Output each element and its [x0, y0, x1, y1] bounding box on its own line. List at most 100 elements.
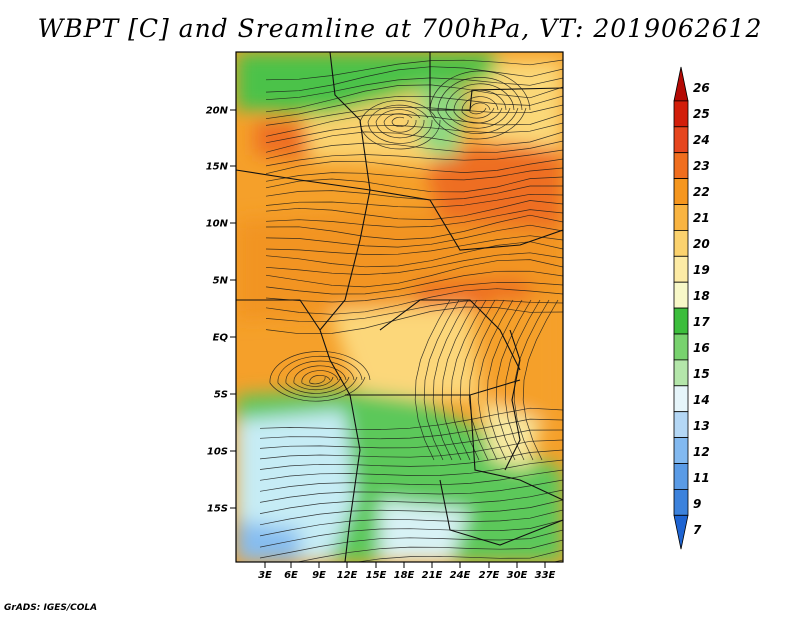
lon-label: 30E — [507, 570, 528, 581]
wbpt-shaded-field — [236, 52, 563, 562]
lon-label: 18E — [394, 570, 415, 581]
streamline — [259, 519, 563, 548]
streamline — [265, 306, 563, 335]
streamline — [269, 351, 371, 402]
lat-label: 10S — [207, 447, 228, 458]
colorbar-swatch — [673, 152, 689, 179]
streamlines-layer — [259, 59, 563, 562]
colorbar-label: 19 — [693, 263, 710, 277]
streamline — [265, 224, 563, 248]
colorbar-swatch — [673, 488, 689, 516]
streamline — [477, 299, 514, 461]
streamline — [441, 299, 478, 461]
streamline — [391, 116, 409, 128]
streamline — [285, 360, 355, 394]
colorbar: 26 25 24 23 22 21 20 19 18 17 16 15 14 13 12 11 9 7 — [673, 66, 710, 550]
colorbar-swatch — [673, 463, 689, 490]
streamline — [259, 509, 563, 537]
streamline — [265, 59, 563, 81]
colorbar-swatch — [673, 333, 689, 361]
streamline — [450, 299, 487, 461]
lat-label: 5N — [213, 276, 229, 287]
streamline — [355, 549, 563, 562]
streamline — [453, 89, 507, 124]
lat-label: EQ — [213, 333, 229, 344]
colorbar-swatch — [673, 281, 689, 309]
lat-label: 5S — [214, 390, 228, 401]
streamline — [437, 77, 523, 134]
streamline — [265, 209, 563, 228]
streamline — [259, 418, 563, 440]
colorbar-label: 13 — [693, 419, 710, 433]
colorbar-label: 24 — [693, 133, 710, 147]
streamline — [429, 70, 531, 140]
streamline — [486, 299, 523, 461]
streamline — [265, 288, 563, 315]
lon-label: 12E — [337, 570, 358, 581]
streamline — [265, 167, 563, 182]
lat-label: 15S — [207, 504, 228, 515]
colorbar-label: 21 — [693, 211, 710, 225]
streamline — [265, 149, 563, 167]
colorbar-swatch — [673, 204, 689, 231]
lat-label: 20N — [206, 106, 229, 117]
colorbar-label: 14 — [693, 393, 710, 407]
streamline — [265, 214, 563, 240]
colorbar-label: 25 — [693, 107, 710, 121]
country-borders — [236, 52, 563, 562]
streamline — [265, 281, 563, 303]
streamline — [259, 439, 563, 460]
streamline — [265, 241, 563, 268]
streamline — [265, 259, 563, 288]
colorbar-swatch — [673, 126, 689, 154]
streamline — [383, 113, 417, 133]
lon-label: 6E — [284, 570, 298, 581]
streamline — [265, 158, 563, 175]
streamline — [259, 499, 563, 526]
colorbar-swatch — [673, 255, 689, 283]
streamline — [265, 193, 563, 208]
streamline — [259, 529, 563, 559]
streamline — [459, 299, 496, 461]
streamline — [277, 355, 363, 398]
colorbar-top-triangle — [673, 66, 689, 102]
lon-label: 9E — [312, 570, 326, 581]
lon-label: 21E — [422, 570, 443, 581]
streamline — [259, 407, 563, 430]
colorbar-swatch — [673, 307, 689, 335]
streamline — [265, 299, 563, 322]
streamline — [259, 489, 563, 514]
colorbar-swatch — [673, 437, 689, 464]
lat-label: 10N — [206, 219, 229, 230]
longitude-axis: 3E 6E 9E 12E 15E 18E 21E 24E 27E 30E 33E — [258, 562, 556, 581]
colorbar-swatch — [673, 411, 689, 439]
streamline — [265, 235, 563, 255]
latitude-axis: 20N 15N 10N 5N EQ 5S 10S 15S — [206, 106, 236, 515]
lon-label: 33E — [535, 570, 556, 581]
streamline — [265, 131, 563, 153]
colorbar-label: 7 — [693, 523, 702, 537]
streamline — [513, 299, 550, 461]
colorbar-label: 16 — [693, 341, 710, 355]
streamline — [375, 109, 425, 139]
streamline — [265, 185, 563, 201]
streamline — [301, 370, 339, 387]
streamline — [259, 429, 563, 449]
colorbar-label: 22 — [693, 185, 710, 199]
streamline — [259, 479, 563, 503]
streamline — [495, 299, 532, 461]
colorbar-swatch — [673, 178, 689, 205]
streamline — [265, 200, 563, 220]
streamline — [265, 66, 563, 93]
lon-label: 27E — [479, 570, 500, 581]
streamline — [265, 176, 563, 193]
streamline — [414, 299, 451, 461]
colorbar-label: 26 — [693, 81, 710, 95]
colorbar-label: 15 — [693, 367, 710, 381]
streamline — [265, 252, 563, 275]
streamline — [423, 299, 460, 461]
colorbar-label: 11 — [693, 471, 710, 485]
streamline — [461, 96, 499, 119]
streamline — [367, 104, 433, 144]
